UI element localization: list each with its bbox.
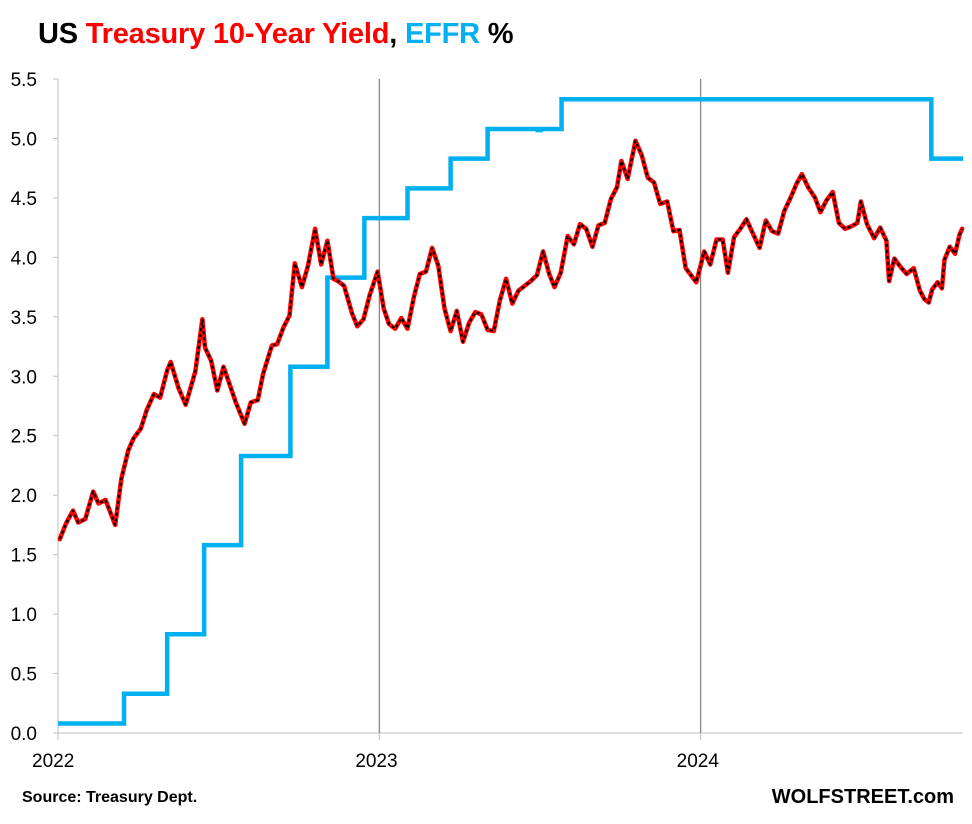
- y-tick-label: 0.0: [11, 724, 37, 745]
- x-tick-label: 2024: [677, 751, 720, 772]
- x-tick-label: 2022: [32, 751, 74, 772]
- y-tick-label: 4.5: [11, 189, 37, 210]
- y-tick-label: 1.5: [11, 546, 37, 567]
- series-line-effr: [58, 96, 963, 726]
- y-tick-label: 2.5: [11, 427, 37, 448]
- brand-label: WOLFSTREET.com: [771, 786, 954, 808]
- y-tick-label: 5.5: [11, 70, 37, 91]
- source-note: Source: Treasury Dept.: [22, 789, 198, 806]
- x-tick-label: 2023: [355, 751, 397, 772]
- title-part: ,: [389, 18, 405, 50]
- series-line-treasury-10y-overlay: [58, 139, 964, 540]
- title-part: US: [38, 18, 86, 50]
- title-part: EFFR: [405, 18, 480, 50]
- y-tick-label: 3.0: [11, 367, 37, 388]
- y-tick-label: 3.5: [11, 308, 37, 329]
- title-part: %: [479, 18, 514, 50]
- y-tick-label: 2.0: [11, 486, 37, 507]
- y-tick-label: 5.0: [11, 129, 37, 150]
- y-tick-label: 0.5: [11, 665, 37, 686]
- y-tick-label: 1.0: [11, 605, 37, 626]
- y-tick-label: 4.0: [11, 248, 37, 269]
- chart-title: US Treasury 10-Year Yield, EFFR %: [38, 18, 514, 51]
- title-part: Treasury 10-Year Yield: [85, 18, 390, 50]
